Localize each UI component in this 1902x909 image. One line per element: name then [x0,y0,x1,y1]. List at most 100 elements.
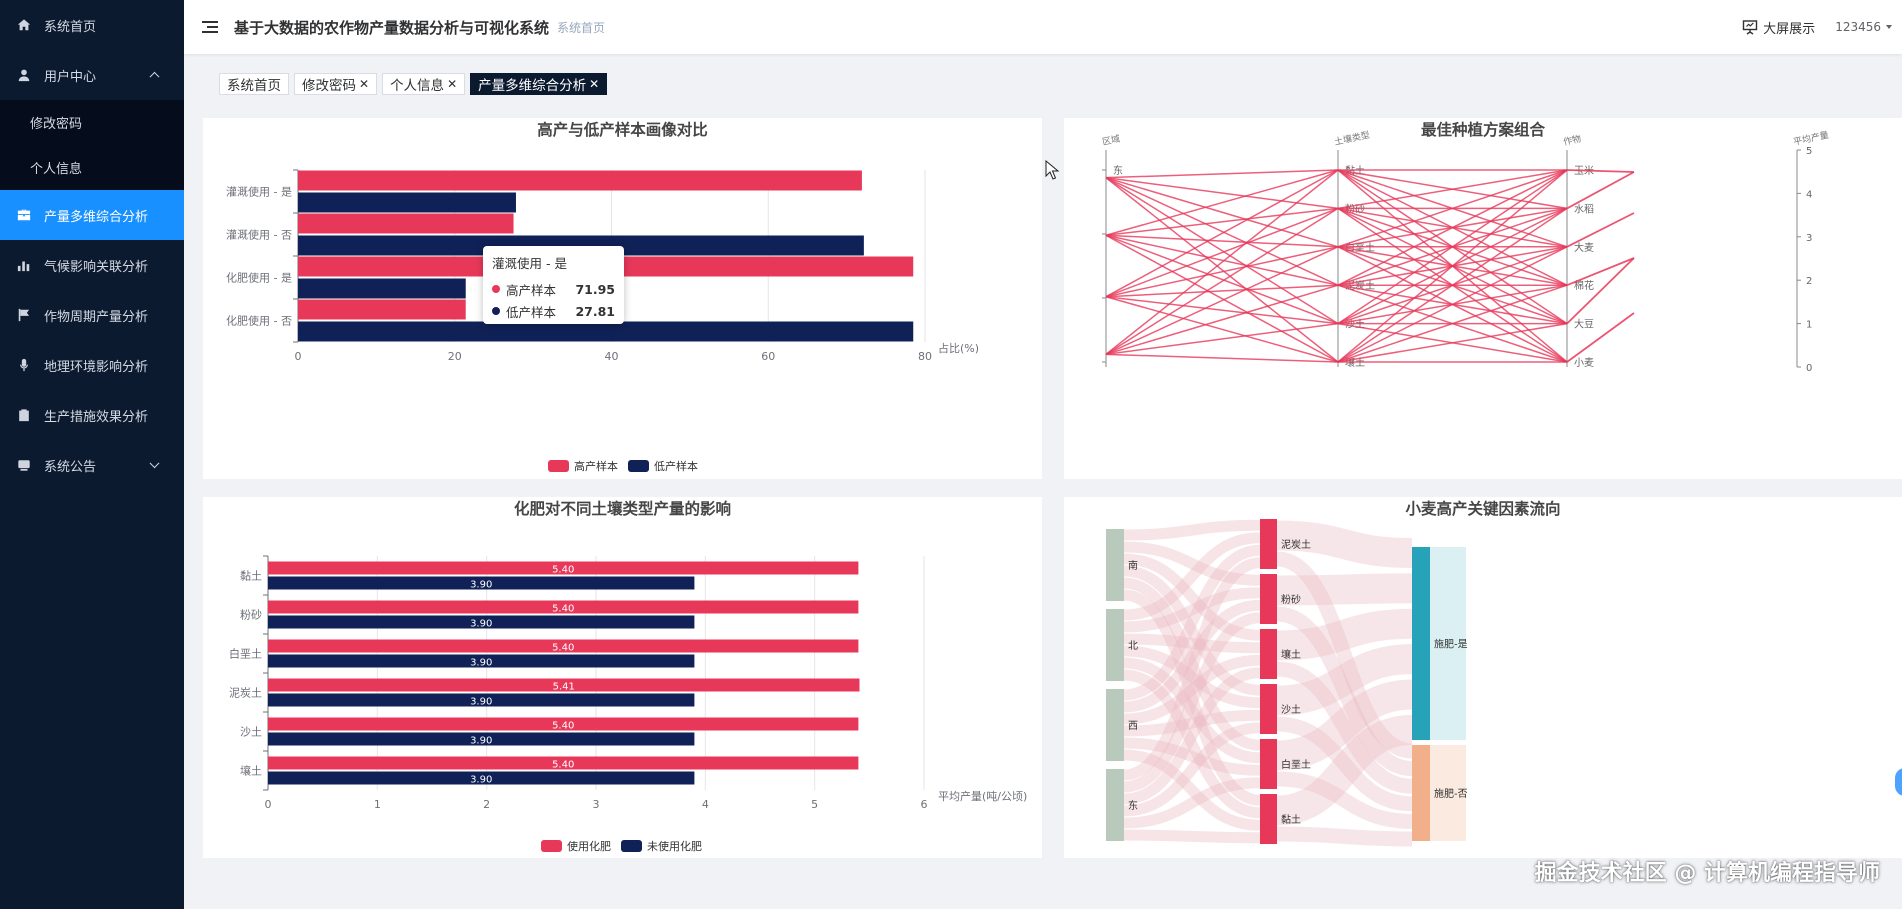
sidebar-item-label: 用户中心 [44,69,97,85]
bar-chart-fertilizer-soil[interactable]: 0 1 2 3 4 5 6 黏土 5.40 3.90 粉砂 5.40 3.90 白垩土 5.40 3.90 泥炭… [203,497,1042,858]
axis-tick-label: 2 [1806,276,1812,287]
parallel-line [1105,169,1339,237]
sankey-link [1123,667,1261,805]
tab-label: 修改密码 [302,78,356,94]
y-tick-label: 化肥使用 - 是 [226,271,292,285]
sankey-link [1123,553,1261,641]
microphone-icon [16,357,32,373]
axis-tick-label: 水稻 [1574,203,1594,215]
sankey-link [1123,709,1261,737]
sankey-link [1275,714,1414,826]
close-icon[interactable]: ✕ [447,77,458,91]
sankey-node-label: 东 [1128,799,1138,812]
sidebar-item-measures-analysis[interactable]: 生产措施效果分析 [0,390,184,440]
sankey-link [1123,722,1261,817]
sidebar-item-climate-analysis[interactable]: 气候影响关联分析 [0,240,184,290]
parallel-line [1105,322,1339,356]
sankey-node-label: 壤土 [1281,648,1301,661]
parallel-line [1337,207,1568,363]
sankey-node [1106,609,1124,681]
tab-1[interactable]: 修改密码 ✕ [294,73,378,95]
legend-item[interactable]: 使用化肥 [541,838,611,854]
sankey-node [1260,574,1277,624]
tab-2[interactable]: 个人信息 ✕ [382,73,466,95]
close-icon[interactable]: ✕ [359,77,370,91]
bar [268,600,859,614]
tooltip-title: 灌溉使用 - 是 [492,256,567,271]
sankey-link [1123,657,1261,764]
sankey-node [1106,529,1124,601]
bar [298,299,466,320]
x-tick-label: 80 [918,350,932,363]
sidebar-item-user-center[interactable]: 用户中心 [0,50,184,100]
sidebar-item-announcements[interactable]: 系统公告 [0,440,184,490]
y-tick-label: 灌溉使用 - 是 [226,186,292,199]
parallel-line [1566,212,1635,248]
legend-item[interactable]: 未使用化肥 [621,838,702,854]
parallel-line [1337,169,1568,210]
breadcrumb[interactable]: 系统首页 [557,20,606,35]
bar [268,615,695,629]
sidebar-item-personal-info[interactable]: 个人信息 [30,162,83,177]
user-dropdown[interactable]: 123456 [1835,20,1892,34]
sankey-node-label: 泥炭土 [1281,538,1311,551]
big-screen-button[interactable]: 大屏展示 [1742,18,1815,37]
sankey-node-label: 西 [1128,721,1138,732]
parallel-line [1337,169,1568,248]
parallel-line [1566,171,1635,210]
sidebar-item-geo-analysis[interactable]: 地理环境影响分析 [0,340,184,390]
legend-label: 低产样本 [654,460,698,473]
axis-tick-label: 小麦 [1574,357,1594,369]
hamburger-icon[interactable] [202,20,218,34]
sidebar-item-yield-analysis[interactable]: 产量多维综合分析 [0,190,184,240]
chart-title: 化肥对不同土壤类型产量的影响 [513,500,731,518]
sankey-link [1123,633,1261,654]
floating-handle[interactable] [1895,768,1902,796]
tab-3[interactable]: 产量多维综合分析 ✕ [470,73,608,95]
top-header: 基于大数据的农作物产量数据分析与可视化系统 系统首页 大屏展示 123456 [184,0,1902,54]
tooltip-value: 71.95 [575,281,615,297]
sidebar-item-crop-cycle-analysis[interactable]: 作物周期产量分析 [0,290,184,340]
bar-value-label: 3.90 [470,697,492,708]
sankey-link [1123,612,1261,793]
chart-panel-fertilizer-soil: 化肥对不同土壤类型产量的影响 0 1 2 3 4 5 6 黏土 5.40 3.90 粉砂 5.40 3.… [203,497,1042,858]
sidebar-item-home[interactable]: 系统首页 [0,0,184,50]
sankey-node [1106,689,1124,761]
sankey-node [1106,769,1124,841]
y-tick-label: 黏土 [240,569,262,583]
sankey-link [1123,541,1261,586]
bar-value-label: 5.40 [552,565,574,576]
bar [298,321,914,342]
sankey-link [1123,557,1261,781]
bar [268,717,859,731]
y-tick-label: 沙土 [240,726,262,739]
legend-item[interactable]: 低产样本 [628,458,698,474]
sidebar-item-label: 产量多维综合分析 [44,209,149,225]
parallel-line [1105,169,1339,179]
parallel-chart-best-plan[interactable]: 区域东土壤类型黏土粉砂白垩土泥炭土沙土壤土作物玉米水稻大麦棉花大豆小麦平均产量0… [1064,118,1902,479]
legend-item[interactable]: 高产样本 [548,458,618,474]
x-tick-label: 5 [811,798,818,811]
x-axis-label: 平均产量(吨/公顷) [938,789,1027,803]
app-title: 基于大数据的农作物产量数据分析与可视化系统 [234,18,550,37]
chart-title: 小麦高产关键因素流向 [1405,500,1561,518]
sankey-link [1123,565,1261,696]
parallel-line [1105,207,1339,298]
sankey-link [1123,645,1261,709]
parallel-line [1105,234,1339,325]
parallel-line [1105,284,1339,298]
close-icon[interactable]: ✕ [589,77,600,91]
tooltip-value: 27.81 [575,303,615,319]
legend-label: 使用化肥 [567,840,611,853]
parallel-line [1337,169,1568,286]
tab-0[interactable]: 系统首页 [219,73,289,95]
legend-swatch [621,840,642,852]
legend-swatch [628,460,649,472]
tooltip-dot [492,285,500,293]
parallel-line [1566,169,1635,173]
chart-legend: 高产样本 低产样本 [548,458,708,474]
sankey-link [1276,551,1413,759]
sidebar-item-change-password[interactable]: 修改密码 [30,117,83,132]
